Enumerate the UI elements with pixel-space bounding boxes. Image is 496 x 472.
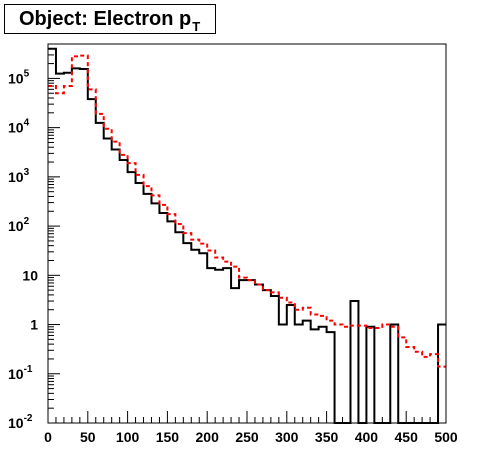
- y-tick-label: 10: [22, 267, 38, 283]
- x-tick-label: 450: [395, 429, 419, 445]
- axis-tick-labels: 0 50 100 150 200 250 300 350 400 450 500 10-2 10-1 1 1…: [8, 68, 458, 445]
- y-tick-label: 105: [8, 68, 30, 86]
- y-tick-label: 1: [30, 317, 38, 333]
- y-tick-label: 103: [8, 167, 30, 185]
- y-tick-label: 104: [8, 118, 30, 136]
- x-tick-label: 300: [275, 429, 299, 445]
- title-box: Object: Electron pT: [4, 4, 216, 34]
- axis-ticks: [47, 43, 447, 424]
- x-tick-label: 150: [156, 429, 180, 445]
- chart-title-subscript: T: [192, 19, 201, 34]
- x-tick-label: 500: [434, 429, 458, 445]
- plot-frame: [47, 43, 447, 424]
- x-tick-label: 100: [116, 429, 140, 445]
- series-solid-histogram: [48, 47, 446, 424]
- chart-title-main: Object: Electron p: [19, 8, 192, 30]
- series-dashed-histogram: [48, 54, 446, 368]
- y-tick-label: 10-1: [8, 364, 33, 382]
- x-tick-label: 50: [80, 429, 96, 445]
- x-tick-label: 400: [355, 429, 379, 445]
- x-tick-label: 0: [44, 429, 52, 445]
- y-tick-label: 10-2: [8, 413, 33, 431]
- chart-title: Object: Electron pT: [19, 8, 201, 34]
- y-tick-label: 102: [8, 216, 30, 234]
- x-tick-label: 200: [196, 429, 220, 445]
- x-tick-label: 350: [315, 429, 339, 445]
- x-tick-label: 250: [235, 429, 259, 445]
